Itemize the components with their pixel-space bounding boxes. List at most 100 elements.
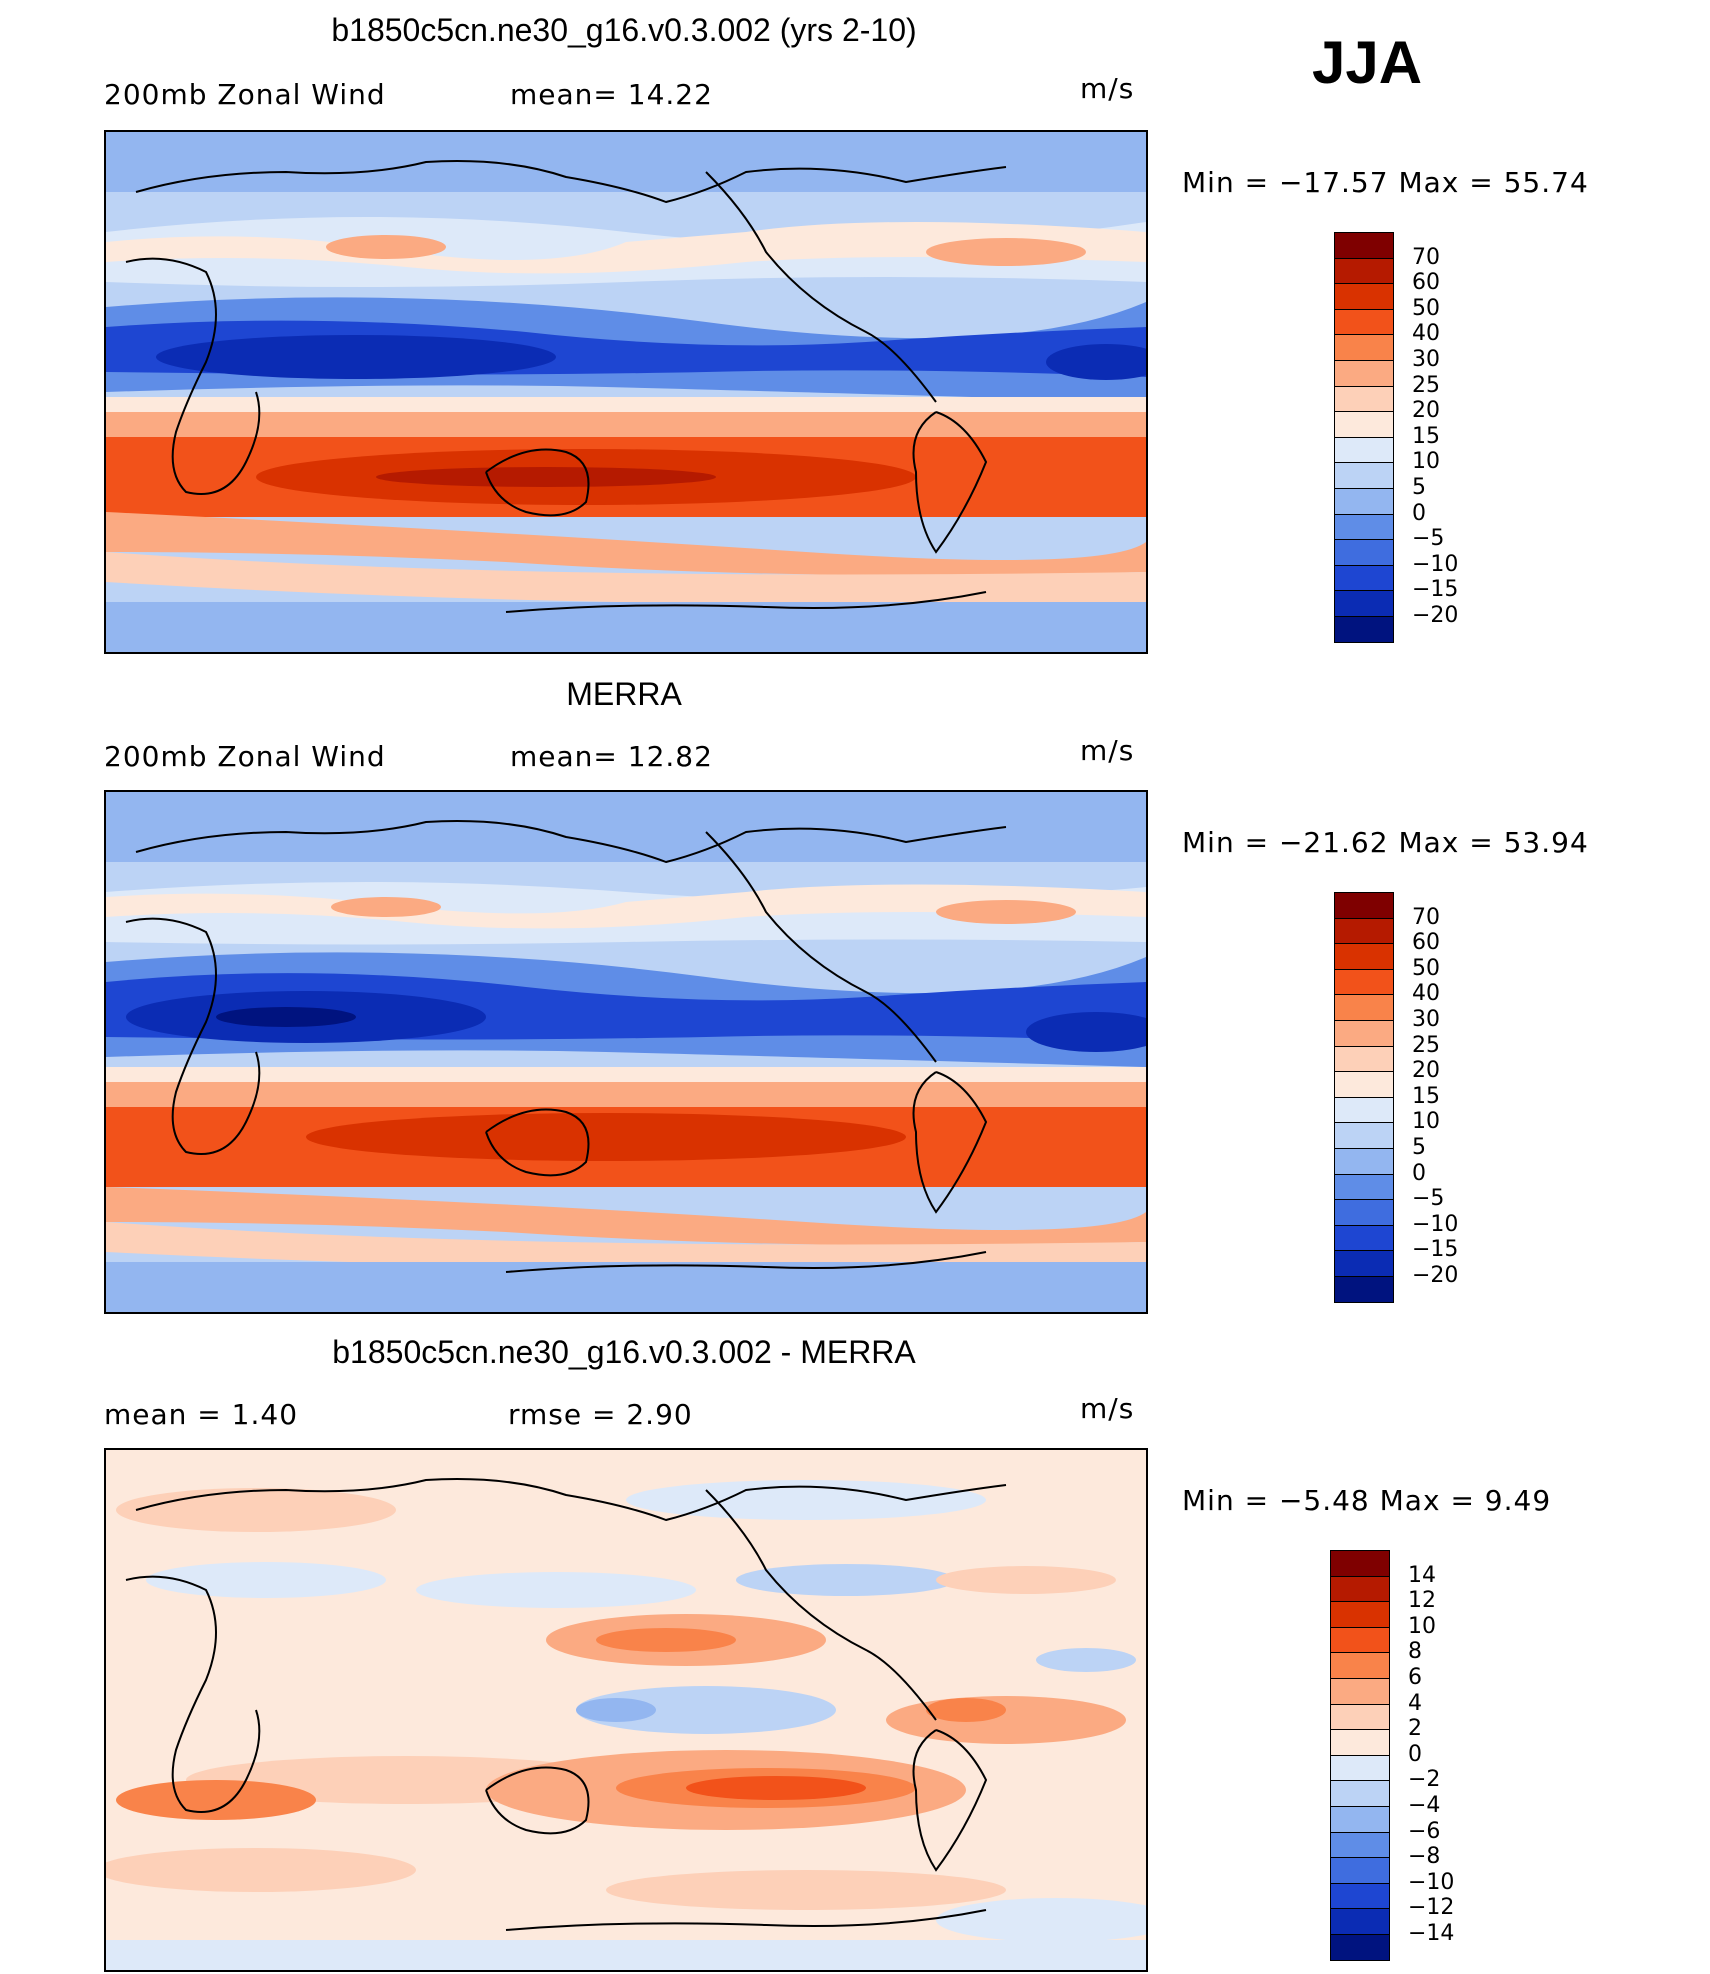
colorbar-swatch [1334,1045,1394,1073]
colorbar-swatch [1330,1678,1390,1705]
panel-2-map [104,790,1148,1314]
panel-2-colorbar: 70 60 50 40 30 25 20 15 10 5 0 −5 −10 −15 −20 [1334,892,1474,1303]
colorbar-label: 15 [1412,423,1440,449]
colorbar-label: −10 [1408,1869,1455,1895]
colorbar-swatch [1334,488,1394,515]
colorbar-swatch [1334,360,1394,387]
colorbar-swatch [1330,1626,1390,1654]
colorbar-label: −20 [1412,603,1459,628]
colorbar-swatch [1330,1754,1390,1782]
panel-3-colorbar: 14 12 10 8 6 4 2 0 −2 −4 −6 −8 −10 −12 −14 [1330,1550,1470,1961]
panel-1-units: m/s [1080,72,1135,105]
colorbar-swatch [1334,1276,1394,1303]
panel-3-minmax: Min = −5.48 Max = 9.49 [1182,1484,1552,1517]
colorbar-label: 20 [1412,1058,1440,1084]
colorbar-swatch [1334,1224,1394,1252]
panel-3-rmse-label: rmse = 2.90 [508,1398,693,1431]
colorbar-swatch [1330,1575,1390,1603]
colorbar-label: 70 [1412,904,1440,930]
colorbar-swatch [1334,968,1394,996]
colorbar-swatch [1334,616,1394,643]
colorbar-label: 8 [1408,1639,1422,1665]
panel-2-variable-label: 200mb Zonal Wind [104,740,386,773]
colorbar-swatch [1334,513,1394,541]
colorbar-label: −8 [1408,1844,1441,1870]
colorbar-label: −2 [1408,1767,1441,1793]
panel-1-mean-label: mean= 14.22 [510,78,713,111]
colorbar-label: 10 [1412,449,1440,475]
colorbar-swatch [1330,1908,1390,1935]
panel-2-minmax: Min = −21.62 Max = 53.94 [1182,826,1589,859]
colorbar-label: −4 [1408,1793,1441,1818]
colorbar-swatch [1334,257,1394,285]
colorbar-label: 70 [1412,244,1440,270]
colorbar-label: 5 [1412,475,1426,500]
panel-1-title: b1850c5cn.ne30_g16.v0.3.002 (yrs 2-10) [331,12,917,48]
colorbar-swatch [1330,1882,1390,1910]
colorbar-swatch [1334,462,1394,489]
colorbar-label: 40 [1412,321,1440,347]
colorbar-swatch [1334,308,1394,336]
colorbar-label: 0 [1408,1741,1422,1767]
colorbar-label: −15 [1412,577,1459,603]
panel-1-variable-label: 200mb Zonal Wind [104,78,386,111]
coastline-outline [125,1478,1007,1931]
colorbar-label: −5 [1412,1186,1445,1212]
colorbar-swatch [1334,283,1394,310]
colorbar-swatch [1330,1780,1390,1807]
panel-1-map [104,130,1148,654]
colorbar-swatch [1330,1601,1390,1628]
colorbar-swatch [1334,564,1394,592]
colorbar-swatch [1334,232,1394,259]
colorbar-label: −15 [1412,1237,1459,1263]
colorbar-label: 25 [1412,372,1440,398]
colorbar-label: −10 [1412,551,1459,577]
panel-3-title: b1850c5cn.ne30_g16.v0.3.002 - MERRA [332,1334,916,1370]
panel-2-mean-label: mean= 12.82 [510,740,713,773]
colorbar-swatch [1334,1199,1394,1226]
colorbar-label: −12 [1408,1895,1455,1921]
colorbar-swatch [1334,334,1394,361]
coastline-outline [125,820,1007,1273]
colorbar-label: 2 [1408,1716,1422,1742]
panel-2-title: MERRA [566,676,682,712]
colorbar-swatch [1334,1173,1394,1201]
colorbar-label: 20 [1412,398,1440,424]
panel-1-colorbar: 70 60 50 40 30 25 20 15 10 5 0 −5 −10 −15 −20 [1334,232,1474,643]
colorbar-label: 10 [1408,1613,1436,1639]
colorbar-swatch [1330,1729,1390,1756]
colorbar-swatch [1330,1806,1390,1833]
colorbar-swatch [1330,1934,1390,1961]
colorbar-swatch [1334,539,1394,566]
colorbar-label: 4 [1408,1690,1422,1716]
colorbar-label: 30 [1412,347,1440,372]
panel-1-minmax: Min = −17.57 Max = 55.74 [1182,166,1589,199]
colorbar-swatch [1334,1096,1394,1124]
colorbar-label: 5 [1412,1135,1426,1160]
colorbar-label: 15 [1412,1083,1440,1109]
colorbar-swatch [1330,1831,1390,1859]
panel-3-mean-label: mean = 1.40 [104,1398,299,1431]
colorbar-label: −6 [1408,1818,1441,1844]
colorbar-label: 6 [1408,1665,1422,1690]
colorbar-label: 14 [1408,1562,1436,1588]
colorbar-swatch [1330,1703,1390,1731]
colorbar-swatch [1334,436,1394,464]
colorbar-label: 12 [1408,1588,1436,1614]
wind-difference-map [106,1450,1146,1970]
colorbar-label: 25 [1412,1032,1440,1058]
coastline-outline [125,160,1007,613]
colorbar-label: −14 [1408,1921,1455,1946]
colorbar-swatch [1330,1550,1390,1577]
colorbar-label: 0 [1412,1160,1426,1186]
colorbar-swatch [1330,1857,1390,1884]
colorbar-swatch [1334,917,1394,945]
colorbar-swatch [1334,1020,1394,1047]
colorbar-label: −20 [1412,1263,1459,1288]
colorbar-swatch [1334,943,1394,970]
colorbar-label: 0 [1412,500,1426,526]
colorbar-swatch [1330,1652,1390,1679]
colorbar-swatch [1334,1071,1394,1098]
colorbar-swatch [1334,892,1394,919]
colorbar-swatch [1334,1122,1394,1149]
